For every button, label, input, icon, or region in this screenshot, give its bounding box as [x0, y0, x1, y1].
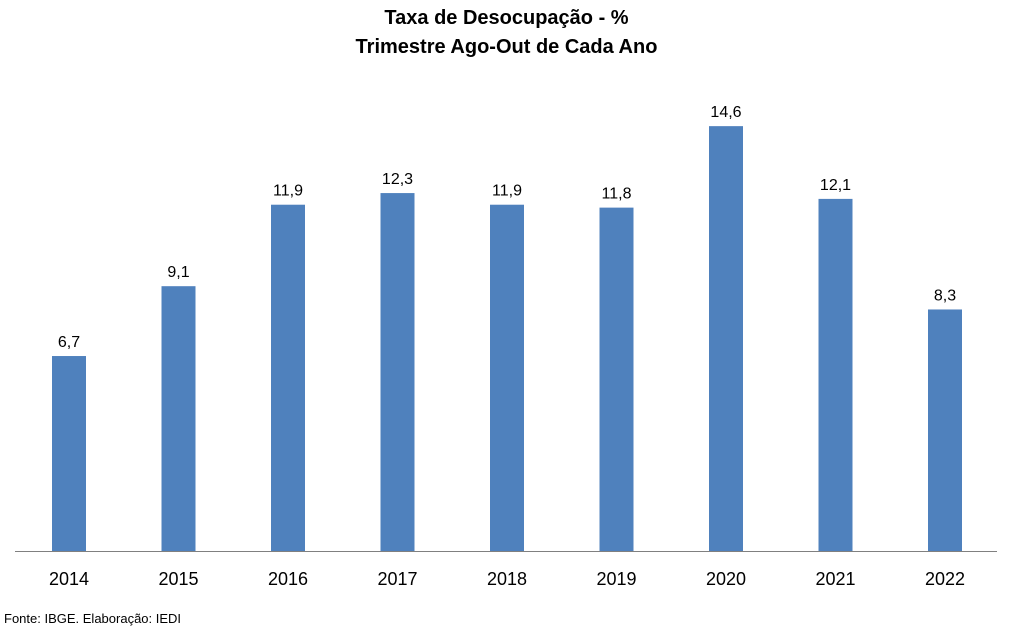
- data-label-2022: 8,3: [934, 287, 956, 304]
- chart-subtitle: Trimestre Ago-Out de Cada Ano: [355, 36, 658, 58]
- chart-title: Taxa de Desocupação - %: [384, 7, 629, 29]
- source-note: Fonte: IBGE. Elaboração: IEDI: [4, 611, 182, 626]
- bar-2018: [490, 204, 524, 551]
- data-label-2021: 12,1: [820, 177, 851, 194]
- bar-2015: [161, 286, 196, 551]
- x-tick-label-2018: 2018: [487, 569, 527, 589]
- x-tick-label-2021: 2021: [815, 569, 855, 589]
- data-label-2014: 6,7: [58, 334, 80, 351]
- data-label-2017: 12,3: [382, 171, 413, 188]
- x-tick-label-2019: 2019: [596, 569, 636, 589]
- data-label-2019: 11,8: [602, 186, 632, 203]
- bar-2021: [818, 198, 853, 551]
- x-tick-label-2022: 2022: [925, 569, 965, 589]
- bar-2014: [52, 356, 86, 551]
- x-tick-label-2016: 2016: [268, 569, 308, 589]
- bar-2016: [271, 204, 305, 551]
- x-tick-label-2020: 2020: [706, 569, 746, 589]
- bar-2020: [709, 126, 743, 551]
- bar-2017: [380, 193, 415, 551]
- data-label-2015: 9,1: [167, 264, 189, 281]
- x-tick-label-2014: 2014: [49, 569, 89, 589]
- data-label-2020: 14,6: [710, 104, 741, 121]
- x-tick-label-2017: 2017: [377, 569, 417, 589]
- data-label-2016: 11,9: [273, 183, 303, 200]
- bar-2019: [599, 207, 634, 551]
- data-label-2018: 11,9: [492, 183, 522, 200]
- x-tick-label-2015: 2015: [158, 569, 198, 589]
- bar-2022: [928, 309, 962, 551]
